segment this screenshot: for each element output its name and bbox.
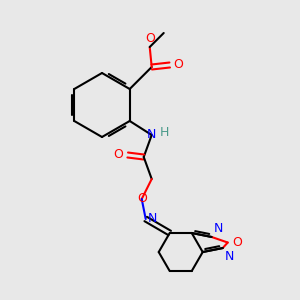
Text: O: O bbox=[137, 193, 147, 206]
Text: O: O bbox=[113, 148, 123, 161]
Text: O: O bbox=[145, 32, 155, 45]
Text: N: N bbox=[148, 212, 157, 226]
Text: N: N bbox=[147, 128, 156, 142]
Text: O: O bbox=[174, 58, 184, 71]
Text: H: H bbox=[160, 125, 169, 139]
Text: N: N bbox=[214, 222, 223, 235]
Text: O: O bbox=[233, 236, 243, 249]
Text: N: N bbox=[225, 250, 234, 263]
